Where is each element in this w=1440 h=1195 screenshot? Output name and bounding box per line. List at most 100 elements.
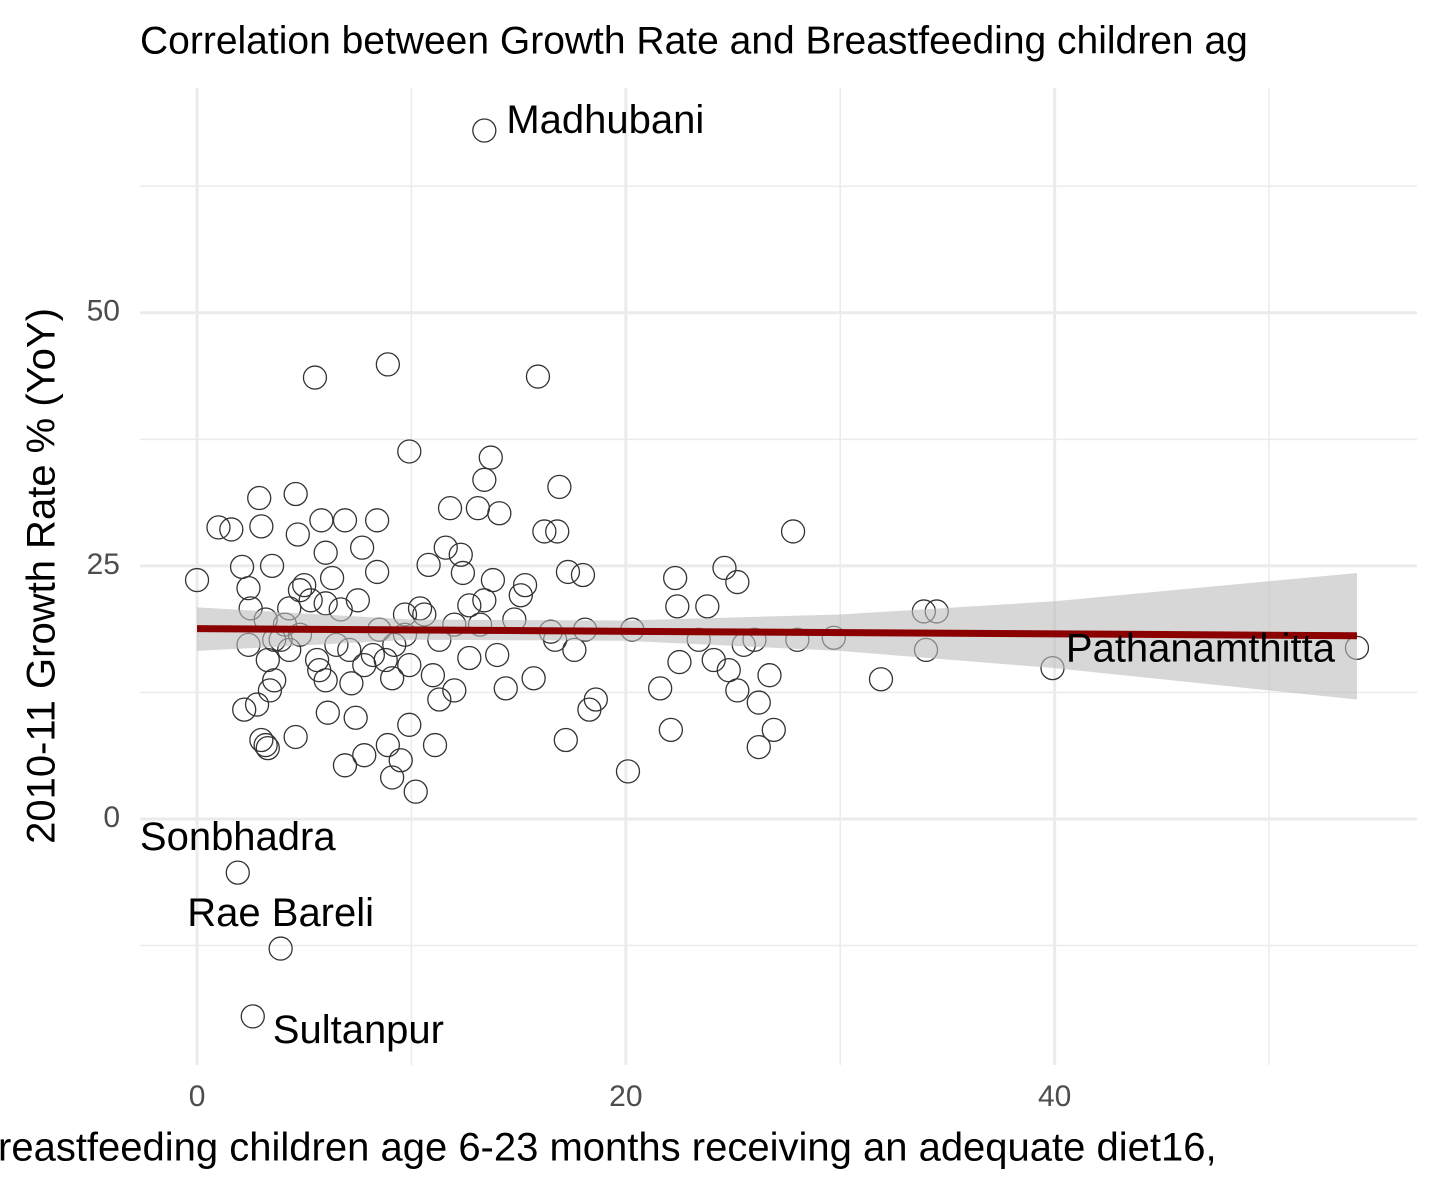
- confidence-band: [197, 572, 1357, 700]
- point: [545, 519, 570, 544]
- y-tick-label: 0: [103, 801, 120, 834]
- point: [298, 588, 323, 613]
- point: [240, 1004, 265, 1029]
- point: [249, 514, 274, 539]
- point: [339, 671, 364, 696]
- point: [570, 562, 596, 588]
- point: [397, 439, 422, 464]
- point: [663, 565, 688, 591]
- point-label: Madhubani: [506, 98, 704, 142]
- point: [583, 687, 608, 712]
- point: [403, 779, 428, 804]
- point: [345, 588, 370, 613]
- point: [397, 712, 422, 737]
- x-tick-label: 40: [1038, 1080, 1071, 1113]
- point: [493, 676, 518, 701]
- point: [379, 765, 405, 790]
- point: [420, 663, 446, 688]
- point: [332, 753, 358, 778]
- point: [255, 647, 280, 673]
- point: [422, 732, 448, 758]
- point: [647, 676, 673, 701]
- point: [262, 668, 287, 693]
- point: [259, 553, 285, 579]
- point: [236, 575, 261, 601]
- point: [283, 724, 308, 750]
- point: [478, 445, 503, 470]
- point: [225, 860, 250, 885]
- point: [658, 717, 684, 743]
- point: [472, 467, 497, 492]
- point: [343, 705, 368, 730]
- point: [253, 732, 278, 758]
- point: [313, 540, 338, 565]
- point: [184, 567, 210, 593]
- x-tick-label: 20: [609, 1080, 642, 1113]
- point: [695, 594, 720, 619]
- point: [309, 508, 334, 533]
- point: [712, 555, 737, 581]
- point: [512, 572, 538, 598]
- point: [725, 569, 750, 595]
- point: [562, 637, 587, 663]
- point: [553, 727, 578, 753]
- point: [313, 591, 338, 616]
- point: [375, 732, 401, 758]
- point: [716, 658, 741, 683]
- point: [244, 692, 270, 717]
- point: [292, 572, 317, 598]
- point: [450, 560, 476, 586]
- point-label: Sonbhadra: [140, 815, 336, 859]
- point: [465, 496, 491, 521]
- point: [725, 678, 750, 703]
- point: [433, 535, 458, 560]
- point: [437, 496, 463, 521]
- point: [255, 735, 280, 761]
- point: [457, 593, 482, 618]
- point: [364, 559, 390, 585]
- point: [283, 481, 308, 507]
- point: [521, 666, 546, 691]
- point: [485, 642, 510, 668]
- point: [285, 522, 310, 547]
- point: [416, 552, 441, 578]
- point: [448, 542, 473, 567]
- point: [313, 668, 338, 693]
- point: [547, 474, 572, 500]
- point: [232, 697, 257, 722]
- point: [555, 559, 581, 585]
- point: [532, 519, 557, 544]
- point: [257, 678, 283, 703]
- point: [375, 352, 401, 377]
- point: [487, 501, 512, 526]
- point: [364, 508, 390, 533]
- point: [247, 485, 272, 511]
- point: [508, 583, 533, 608]
- point: [472, 588, 497, 613]
- point: [249, 727, 274, 753]
- point: [761, 717, 786, 743]
- x-tick-label: 0: [189, 1080, 206, 1113]
- point-label: Rae Bareli: [187, 891, 374, 935]
- point: [360, 642, 385, 668]
- point: [442, 678, 467, 703]
- point: [868, 667, 894, 692]
- point: [352, 652, 377, 678]
- y-axis-label: 2010-11 Growth Rate % (YoY): [20, 308, 64, 844]
- y-tick-label: 25: [87, 548, 120, 581]
- point: [701, 647, 726, 673]
- point: [304, 647, 330, 673]
- point: [373, 647, 398, 673]
- point: [319, 565, 345, 591]
- point: [268, 936, 293, 961]
- point: [525, 364, 551, 389]
- point: [615, 759, 641, 784]
- point: [379, 666, 405, 691]
- y-tick-label: 50: [87, 295, 120, 328]
- point: [332, 508, 358, 533]
- point: [206, 515, 231, 540]
- point: [287, 578, 313, 603]
- point: [472, 118, 497, 143]
- point: [746, 690, 771, 715]
